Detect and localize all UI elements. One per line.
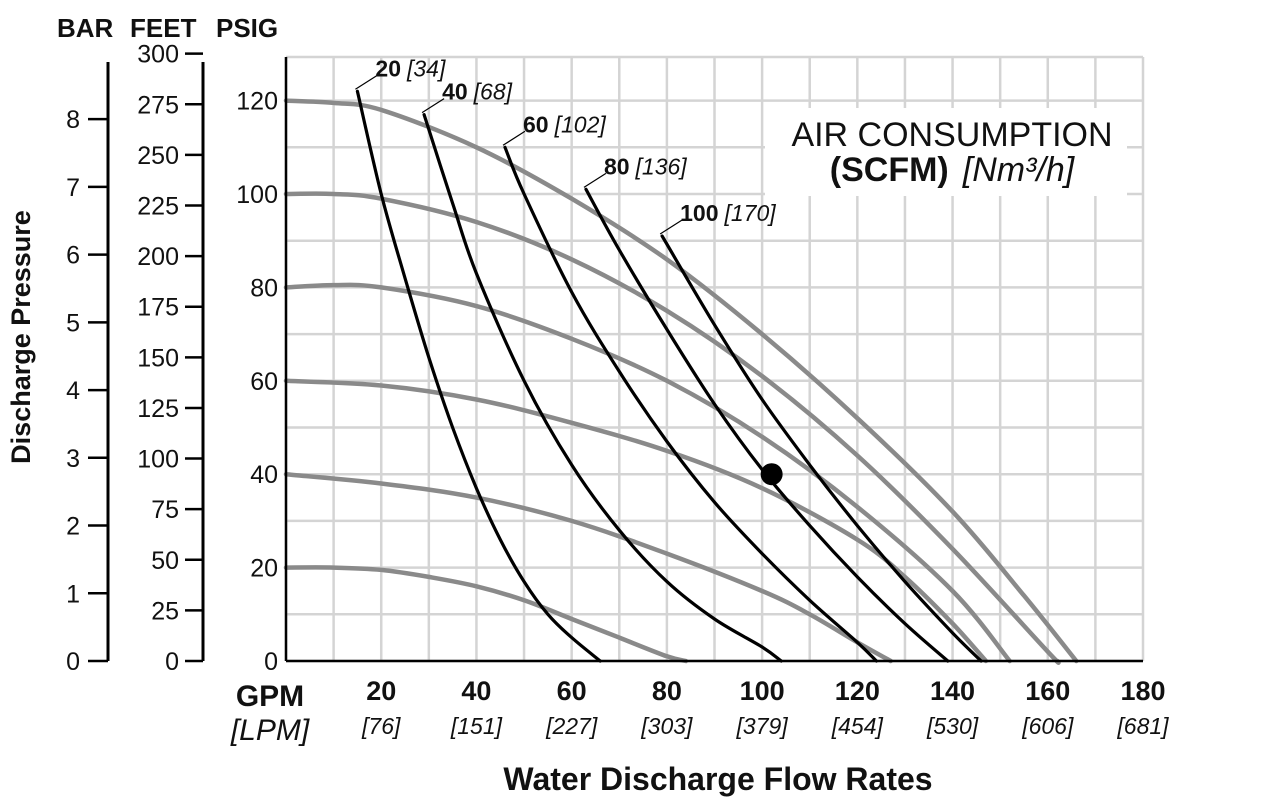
- title-units-scfm: (SCFM): [830, 151, 949, 189]
- bar-tick-label: 4: [66, 377, 80, 405]
- x-tick-gpm-label: 80: [652, 676, 682, 706]
- feet-tick-label: 250: [137, 142, 179, 170]
- feet-tick-label: 150: [137, 344, 179, 372]
- air-label-nm3h: [170]: [724, 200, 777, 226]
- x-tick-lpm-label: [606]: [1021, 713, 1074, 739]
- air-label-leader: [355, 74, 378, 90]
- air-label-nm3h: [34]: [406, 55, 446, 81]
- chart-title-units: (SCFM) [Nm³/h]: [830, 151, 1076, 189]
- operating-point-marker: [760, 463, 783, 486]
- bar-tick-label: 7: [66, 174, 80, 202]
- x-tick-gpm-label: 160: [1025, 676, 1070, 706]
- feet-tick-label: 300: [137, 41, 179, 69]
- psig-tick-label: 20: [250, 555, 278, 583]
- air-label-leader: [659, 219, 683, 235]
- y-axis-label: Discharge Pressure: [6, 210, 36, 464]
- air-label-scfm: 20: [375, 55, 401, 81]
- x-tick-lpm-label: [530]: [926, 713, 979, 739]
- bar-tick-label: 1: [66, 580, 80, 608]
- feet-tick-label: 225: [137, 192, 179, 220]
- feet-tick-label: 125: [137, 395, 179, 423]
- psig-tick-label: 40: [250, 461, 278, 489]
- air-label-80scfm: 80 [136]: [604, 153, 687, 179]
- air-curve-20scfm: [355, 89, 602, 663]
- pump-curve-40psig: [283, 471, 893, 664]
- bar-tick-label: 8: [66, 106, 80, 134]
- chart-title: AIR CONSUMPTION: [791, 116, 1112, 154]
- bar-tick-label: 5: [66, 309, 80, 337]
- psig-tick-label: 120: [236, 88, 278, 116]
- bar-tick-label: 0: [66, 648, 80, 676]
- bar-axis-header: BAR: [57, 13, 114, 43]
- air-label-60scfm: 60 [102]: [523, 111, 606, 137]
- air-label-scfm: 80: [604, 153, 630, 179]
- x-axis-label: Water Discharge Flow Rates: [503, 761, 932, 797]
- x-tick-gpm-label: 20: [366, 676, 396, 706]
- feet-tick-label: 25: [151, 597, 179, 625]
- air-label-scfm: 40: [442, 79, 468, 105]
- air-label-nm3h: [102]: [554, 111, 607, 137]
- bar-tick-label: 2: [66, 513, 80, 541]
- pump-curve-80psig: [283, 282, 1012, 664]
- x-tick-lpm-label: [454]: [831, 713, 884, 739]
- pump-curve-20psig: [283, 565, 689, 664]
- x-tick-gpm-label: 100: [740, 676, 785, 706]
- pump-curve-120psig: [283, 98, 1079, 664]
- air-label-leader: [583, 172, 607, 188]
- bar-tick-label: 3: [66, 445, 80, 473]
- x-tick-lpm-label: [227]: [545, 713, 598, 739]
- lpm-unit-label: [LPM]: [230, 714, 310, 747]
- air-curve-40scfm: [422, 113, 783, 663]
- feet-tick-label: 0: [165, 648, 179, 676]
- feet-tick-label: 175: [137, 294, 179, 322]
- bar-tick-label: 6: [66, 242, 80, 270]
- y-axes-group: 0204060801001200255075100125150175200225…: [66, 41, 288, 676]
- air-label-100scfm: 100 [170]: [680, 200, 776, 226]
- x-tick-lpm-label: [151]: [450, 713, 503, 739]
- title-units-nm3h: [Nm³/h]: [962, 151, 1076, 189]
- x-tick-gpm-label: 180: [1120, 676, 1165, 706]
- air-curve-60scfm: [503, 145, 878, 663]
- air-curve-80scfm: [584, 187, 950, 663]
- feet-tick-label: 275: [137, 91, 179, 119]
- psig-tick-label: 80: [250, 274, 278, 302]
- feet-tick-label: 75: [151, 496, 179, 524]
- air-label-leader: [502, 130, 526, 146]
- air-consumption-curves-group: [355, 89, 983, 663]
- air-label-40scfm: 40 [68]: [442, 79, 513, 105]
- feet-axis-header: FEET: [130, 13, 197, 43]
- feet-tick-label: 200: [137, 243, 179, 271]
- psig-tick-label: 0: [264, 648, 278, 676]
- x-tick-gpm-label: 40: [461, 676, 491, 706]
- psig-tick-label: 60: [250, 368, 278, 396]
- feet-tick-label: 100: [137, 446, 179, 474]
- gpm-unit-label: GPM: [236, 680, 304, 713]
- x-tick-gpm-label: 140: [930, 676, 975, 706]
- x-tick-gpm-label: 120: [835, 676, 880, 706]
- air-label-scfm: 100: [680, 200, 718, 226]
- air-label-leader: [421, 98, 445, 114]
- air-curve-100scfm: [660, 234, 983, 663]
- feet-tick-label: 50: [151, 547, 179, 575]
- x-tick-lpm-label: [76]: [361, 713, 401, 739]
- title-box-bg: [765, 108, 1127, 196]
- air-label-scfm: 60: [523, 111, 549, 137]
- air-label-nm3h: [68]: [473, 79, 513, 105]
- x-tick-lpm-label: [681]: [1116, 713, 1169, 739]
- pump-curve-60psig: [283, 378, 989, 664]
- air-label-20scfm: 20 [34]: [375, 55, 446, 81]
- psig-axis-header: PSIG: [216, 13, 278, 43]
- x-tick-gpm-label: 60: [557, 676, 587, 706]
- x-axis-group: 20 [76] 40 [151] 60 [227] 80 [303] 100 [379] 120 [4…: [286, 659, 1169, 739]
- air-consumption-labels-group: 20 [34]40 [68] 60 [102] 80 [136] 100 [170]: [355, 55, 776, 235]
- air-label-nm3h: [136]: [635, 153, 688, 179]
- psig-tick-label: 100: [236, 181, 278, 209]
- x-tick-lpm-label: [303]: [640, 713, 693, 739]
- x-tick-lpm-label: [379]: [736, 713, 789, 739]
